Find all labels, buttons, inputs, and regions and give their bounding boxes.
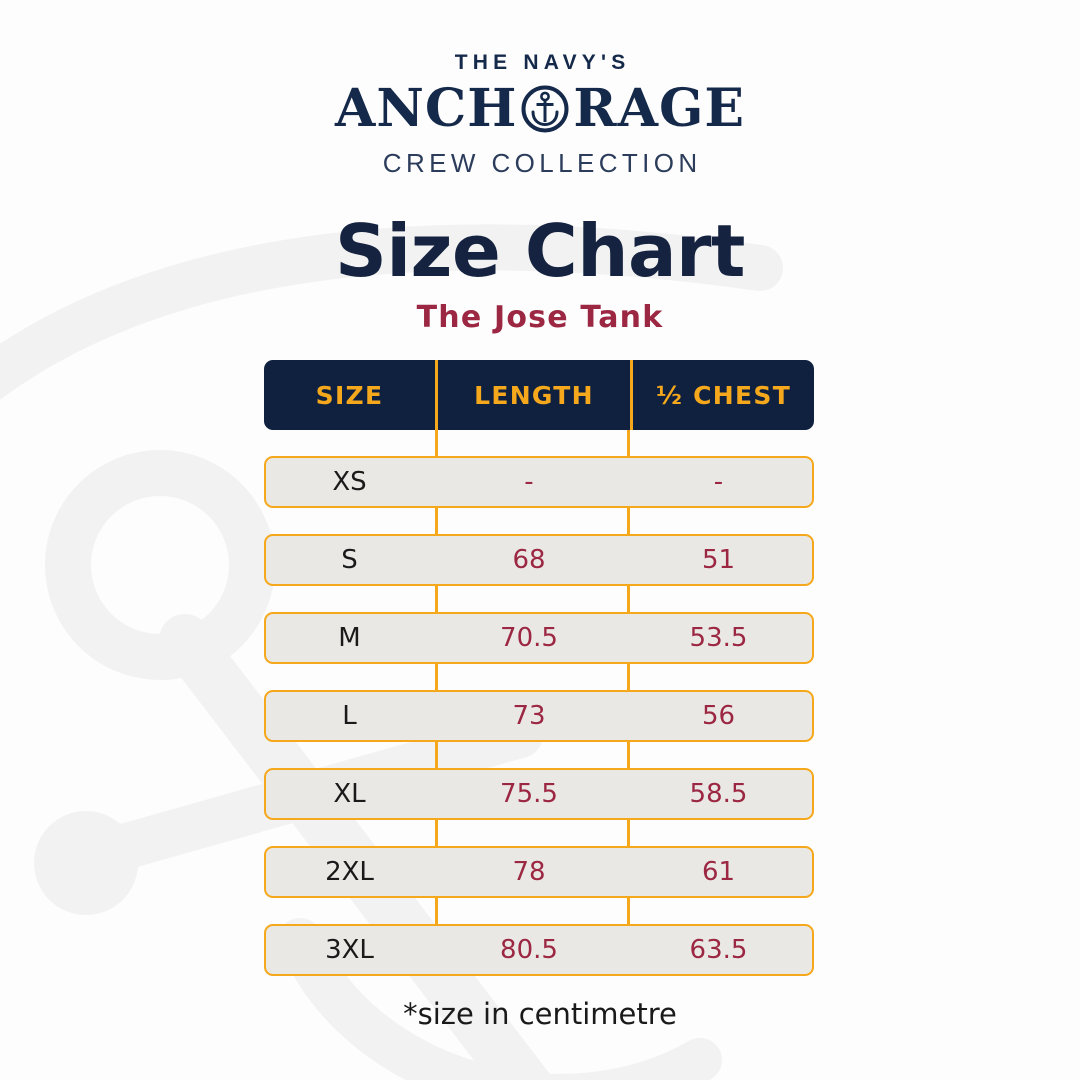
row-size: L bbox=[342, 701, 357, 731]
row-length: 78 bbox=[512, 857, 546, 887]
table-header-size: SIZE bbox=[315, 380, 384, 410]
row-length: 80.5 bbox=[500, 935, 558, 965]
row-size: S bbox=[341, 545, 358, 575]
size-chart-table: SIZE LENGTH ½ CHEST XS - - S 68 51 M 70.… bbox=[264, 360, 814, 976]
row-length: 73 bbox=[512, 701, 546, 731]
table-header-length: LENGTH bbox=[474, 380, 594, 410]
table-row: 2XL 78 61 bbox=[264, 846, 814, 898]
table-header-chest: ½ CHEST bbox=[655, 380, 792, 410]
table-row: 3XL 80.5 63.5 bbox=[264, 924, 814, 976]
brand-wordmark: ANCH RAGE bbox=[0, 82, 1080, 136]
row-size: 2XL bbox=[325, 857, 374, 887]
row-chest: - bbox=[713, 467, 724, 497]
row-chest: 63.5 bbox=[689, 935, 748, 965]
row-length: - bbox=[524, 467, 534, 497]
table-row: XS - - bbox=[264, 456, 814, 508]
row-chest: 51 bbox=[701, 545, 736, 575]
table-row: S 68 51 bbox=[264, 534, 814, 586]
row-chest: 56 bbox=[701, 701, 736, 731]
brand-top-line: THE NAVY'S bbox=[454, 51, 631, 74]
brand-logo: THE NAVY'S ANCH RAGE CREW COLLECTION bbox=[0, 52, 1080, 176]
row-size: 3XL bbox=[325, 935, 374, 965]
row-size: XL bbox=[333, 779, 366, 809]
row-chest: 61 bbox=[701, 857, 736, 887]
row-size: M bbox=[338, 623, 361, 653]
row-length: 68 bbox=[512, 545, 546, 575]
table-row: L 73 56 bbox=[264, 690, 814, 742]
table-row: XL 75.5 58.5 bbox=[264, 768, 814, 820]
footnote: *size in centimetre bbox=[403, 997, 677, 1031]
page-subtitle: The Jose Tank bbox=[416, 300, 664, 335]
row-size: XS bbox=[332, 467, 367, 497]
row-length: 75.5 bbox=[500, 779, 558, 809]
page-title: Size Chart bbox=[335, 209, 745, 293]
brand-bottom-line: CREW COLLECTION bbox=[382, 148, 702, 178]
brand-word-right: RAGE bbox=[573, 78, 745, 139]
brand-word-left: ANCH bbox=[334, 78, 518, 139]
row-chest: 58.5 bbox=[689, 779, 748, 809]
row-chest: 53.5 bbox=[689, 623, 748, 653]
table-row: M 70.5 53.5 bbox=[264, 612, 814, 664]
anchor-in-circle-icon bbox=[520, 84, 570, 134]
table-header-row: SIZE LENGTH ½ CHEST bbox=[264, 360, 814, 430]
row-length: 70.5 bbox=[500, 623, 558, 653]
